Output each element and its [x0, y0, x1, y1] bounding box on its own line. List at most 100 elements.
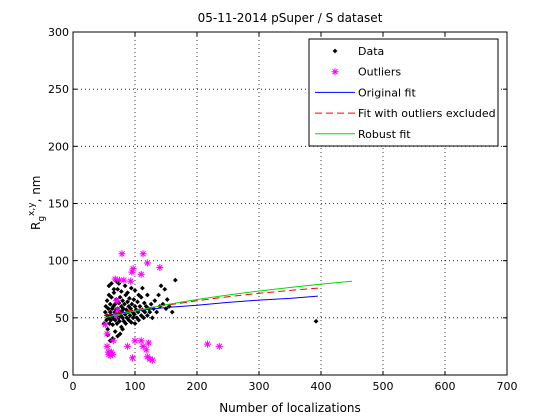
data-point: [120, 298, 125, 304]
outlier-point: [127, 277, 135, 285]
data-point: [109, 294, 114, 300]
y-axis-label-base: R: [29, 222, 43, 230]
data-point: [156, 292, 161, 298]
data-point: [154, 309, 160, 315]
data-point: [120, 326, 125, 332]
data-point: [128, 320, 134, 325]
outlier-point: [124, 342, 132, 350]
tick-labels: 0 100 200 300 400 500 600 700 0 50 100 150 200 250 300: [48, 26, 518, 393]
y-tick-label: 100: [48, 255, 69, 268]
data-point: [118, 289, 124, 294]
legend-item-outliers: Outliers: [331, 66, 401, 79]
series-layer: [101, 250, 353, 364]
data-point: [125, 299, 130, 305]
outlier-point: [129, 354, 137, 362]
outlier-point: [131, 337, 139, 345]
data-point: [122, 301, 127, 307]
data-point: [162, 286, 168, 292]
data-point: [141, 315, 147, 321]
data-point: [111, 286, 117, 292]
legend-label: Fit with outliers excluded: [358, 107, 496, 120]
data-point: [127, 313, 133, 318]
y-tick-label: 50: [55, 312, 69, 325]
data-point: [117, 318, 122, 324]
y-tick-label: 150: [48, 198, 69, 211]
outlier-point: [204, 340, 212, 348]
legend-item-data: Data: [332, 45, 384, 58]
data-point: [125, 290, 130, 296]
data-point: [164, 297, 170, 302]
data-point: [102, 309, 108, 315]
y-axis-label-sup: x,y: [27, 202, 37, 216]
data-point: [116, 281, 122, 286]
data-point: [132, 287, 138, 293]
y-tick-label: 200: [48, 140, 69, 153]
y-tick-label: 300: [48, 26, 69, 39]
legend-label: Outliers: [358, 66, 401, 79]
x-tick-label: 500: [373, 380, 394, 393]
data-point: [110, 322, 116, 328]
outlier-point: [139, 250, 147, 258]
outlier-point: [139, 342, 147, 350]
y-axis-label-unit: , nm: [29, 175, 43, 202]
outlier-point: [106, 352, 114, 360]
data-point: [123, 321, 129, 326]
data-point: [117, 331, 123, 337]
data-point: [135, 299, 140, 305]
outlier-point: [137, 270, 145, 278]
series-outliers: [101, 250, 223, 364]
outlier-point: [128, 268, 136, 276]
x-tick-label: 400: [311, 380, 332, 393]
outlier-point: [112, 297, 120, 305]
data-point: [172, 277, 178, 283]
outlier-point: [120, 276, 128, 284]
data-point: [140, 285, 145, 291]
legend-item-original-fit: Original fit: [315, 86, 416, 99]
data-point: [109, 281, 114, 286]
y-axis-label-sub: g: [37, 216, 47, 222]
data-point: [149, 315, 155, 321]
data-point: [122, 283, 128, 289]
data-point: [105, 306, 111, 312]
outlier-point: [109, 350, 117, 358]
data-point: [123, 292, 129, 298]
x-tick-label: 600: [435, 380, 456, 393]
data-point: [106, 283, 112, 289]
legend-swatch-data: [332, 48, 338, 54]
outlier-point: [215, 342, 223, 350]
x-tick-label: 100: [125, 380, 146, 393]
data-point: [111, 290, 117, 296]
outlier-point: [146, 355, 154, 363]
outlier-point: [111, 275, 119, 283]
data-point: [131, 312, 137, 317]
data-point: [112, 301, 118, 307]
data-point: [142, 309, 148, 315]
data-point: [169, 309, 175, 315]
data-point: [104, 298, 110, 304]
outlier-point: [103, 330, 111, 338]
data-point: [105, 326, 111, 332]
outlier-point: [142, 346, 150, 354]
outlier-point: [107, 348, 115, 356]
data-point: [147, 309, 153, 315]
data-point: [131, 297, 137, 302]
data-point: [145, 313, 150, 318]
data-point: [158, 283, 164, 289]
legend-label: Data: [358, 45, 384, 58]
outlier-point: [129, 265, 137, 273]
x-tick-label: 700: [497, 380, 518, 393]
outlier-point: [109, 337, 117, 345]
outlier-point: [116, 276, 123, 284]
outlier-point: [118, 250, 126, 258]
data-point: [119, 308, 125, 314]
outlier-point: [103, 342, 111, 350]
outlier-point: [143, 259, 151, 267]
x-tick-label: 200: [187, 380, 208, 393]
data-point: [152, 298, 158, 304]
legend-label: Robust fit: [358, 128, 411, 141]
data-point: [104, 317, 109, 323]
data-point: [126, 317, 132, 323]
data-point: [110, 336, 116, 341]
x-tick-label: 0: [70, 380, 77, 393]
data-point: [129, 301, 135, 307]
